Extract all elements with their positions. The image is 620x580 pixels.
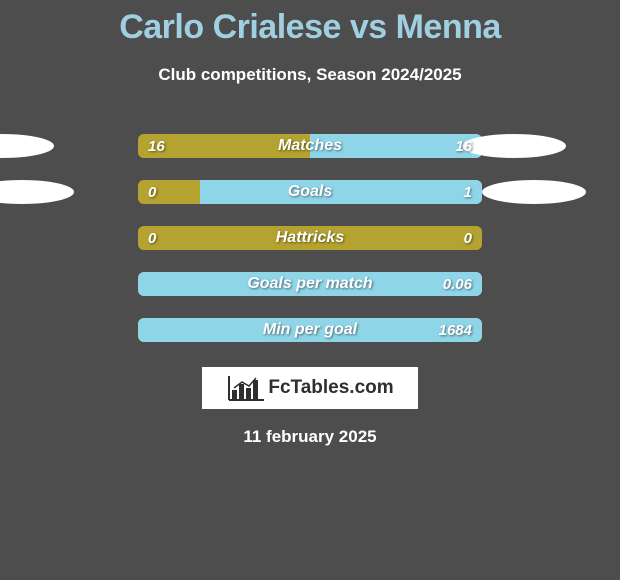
player-marker-right	[510, 226, 614, 250]
barchart-icon	[226, 374, 266, 402]
stat-label: Goals per match	[138, 275, 482, 293]
player-marker-left	[6, 318, 110, 342]
stat-bar: Hattricks0 0	[138, 226, 482, 250]
player-marker-left	[6, 272, 110, 296]
stat-row: Goals0 1	[0, 169, 620, 215]
stat-value-right: 16	[455, 138, 472, 155]
player-marker-right	[510, 318, 614, 342]
player-marker-right	[482, 180, 586, 204]
page-title: Carlo Crialese vs Menna	[0, 0, 620, 47]
player-marker-left	[6, 226, 110, 250]
stat-value-left: 0	[148, 184, 156, 201]
logo-text: FcTables.com	[268, 377, 393, 399]
stat-row: Matches16 16	[0, 123, 620, 169]
stat-row: Min per goal1684	[0, 307, 620, 353]
subtitle: Club competitions, Season 2024/2025	[0, 65, 620, 85]
date-text: 11 february 2025	[0, 427, 620, 447]
stat-bar: Goals0 1	[138, 180, 482, 204]
stat-value-left: 0	[148, 230, 156, 247]
stat-row: Hattricks0 0	[0, 215, 620, 261]
stat-value-right: 1684	[439, 322, 472, 339]
stat-value-right: 1	[464, 184, 472, 201]
stat-bar: Min per goal1684	[138, 318, 482, 342]
stat-value-right: 0	[464, 230, 472, 247]
player-marker-right	[510, 272, 614, 296]
stat-label: Min per goal	[138, 321, 482, 339]
stat-label: Matches	[138, 137, 482, 155]
stat-bar: Matches16 16	[138, 134, 482, 158]
comparison-chart: Matches1616Goals01Hattricks00Goals per m…	[0, 123, 620, 353]
stat-row: Goals per match0.06	[0, 261, 620, 307]
player-marker-left	[0, 134, 54, 158]
stat-bar: Goals per match0.06	[138, 272, 482, 296]
player-marker-left	[0, 180, 74, 204]
stat-value-left: 16	[148, 138, 165, 155]
stat-label: Goals	[138, 183, 482, 201]
logo-box: FcTables.com	[202, 367, 418, 409]
stat-label: Hattricks	[138, 229, 482, 247]
stat-value-right: 0.06	[443, 276, 472, 293]
